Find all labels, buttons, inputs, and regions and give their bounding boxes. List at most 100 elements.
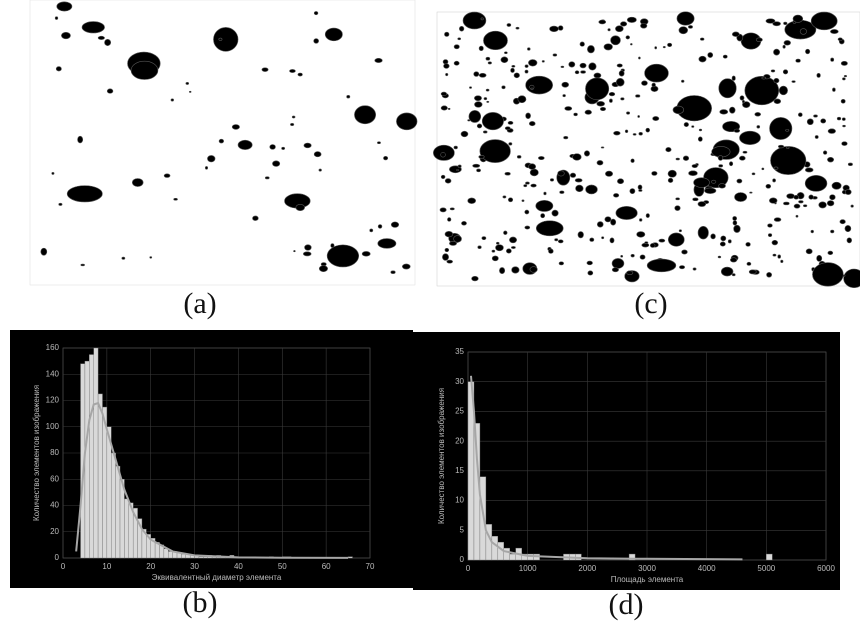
blob — [783, 201, 790, 206]
blob — [170, 98, 174, 102]
blob — [717, 155, 724, 161]
blob — [501, 85, 506, 90]
blob — [472, 163, 481, 168]
blob — [618, 70, 625, 77]
blob — [625, 35, 630, 40]
blob — [471, 276, 479, 282]
blob — [840, 60, 848, 66]
blob — [676, 11, 695, 26]
blob — [149, 256, 153, 259]
blob — [810, 11, 838, 31]
y-tick-label: 0 — [55, 553, 60, 562]
histogram-bar — [509, 553, 516, 561]
blob — [636, 231, 646, 238]
blob — [478, 155, 485, 159]
blob — [252, 215, 259, 221]
blob — [586, 260, 593, 266]
blob — [318, 265, 328, 273]
blob — [777, 254, 781, 259]
blob — [81, 21, 105, 34]
blob — [524, 69, 529, 74]
blob — [620, 254, 624, 258]
blob — [691, 125, 695, 128]
y-tick-label: 140 — [46, 369, 60, 378]
histogram-bar — [628, 553, 636, 561]
blob — [517, 95, 527, 104]
blob — [767, 233, 773, 238]
blob — [504, 172, 511, 176]
blob — [615, 25, 624, 33]
blob — [584, 109, 592, 115]
blob — [829, 194, 836, 201]
blob — [483, 97, 488, 101]
blob — [361, 251, 371, 257]
blob — [761, 76, 767, 80]
blob — [792, 14, 804, 23]
blob — [291, 115, 296, 119]
blob — [511, 266, 520, 274]
blob — [173, 197, 178, 201]
y-tick-label: 160 — [46, 343, 60, 352]
blob — [826, 200, 835, 207]
blob — [599, 106, 606, 112]
blob — [104, 39, 112, 46]
blob — [770, 146, 807, 175]
y-tick-label: 5 — [460, 525, 465, 534]
x-axis-label: Эквивалентный диаметр элемента — [152, 573, 282, 582]
panel-label: (d) — [609, 588, 644, 621]
blob — [521, 199, 525, 202]
y-tick-label: 20 — [50, 527, 59, 536]
blob — [742, 99, 745, 104]
blob — [626, 111, 631, 115]
blob — [218, 37, 223, 41]
x-tick-label: 20 — [146, 562, 155, 571]
blob — [827, 157, 835, 163]
blob — [827, 128, 836, 134]
blob — [630, 43, 633, 46]
blob — [439, 207, 447, 213]
blob — [589, 237, 595, 242]
blob — [303, 142, 312, 149]
blob — [830, 29, 839, 34]
blob — [163, 173, 171, 178]
blob — [527, 47, 531, 51]
blob — [585, 77, 610, 101]
blob — [832, 87, 836, 92]
blob — [720, 266, 734, 277]
blob — [773, 98, 782, 104]
blob — [511, 246, 516, 249]
blob — [443, 63, 450, 69]
blob — [587, 270, 594, 276]
blob — [786, 146, 790, 150]
blob — [281, 146, 286, 150]
blob — [754, 112, 761, 117]
blob — [767, 223, 773, 228]
x-tick-label: 10 — [102, 562, 111, 571]
blob — [504, 51, 508, 55]
blob — [791, 80, 796, 83]
blob — [507, 120, 514, 125]
blob — [611, 258, 625, 269]
y-tick-label: 15 — [455, 466, 464, 475]
blob — [795, 58, 801, 63]
blob — [651, 82, 656, 88]
blob — [444, 247, 450, 253]
blob — [313, 38, 319, 44]
blob — [503, 230, 508, 235]
blob — [573, 112, 578, 117]
blob — [449, 241, 457, 246]
blob — [734, 192, 748, 202]
blob — [820, 118, 827, 124]
x-tick-label: 5000 — [757, 564, 775, 573]
blob — [798, 200, 804, 204]
blob — [535, 220, 564, 237]
x-tick-label: 6000 — [817, 564, 835, 573]
blob — [698, 128, 703, 132]
blob — [793, 194, 799, 200]
blob — [837, 37, 843, 42]
blob — [675, 197, 680, 201]
blob — [729, 106, 736, 114]
blob — [572, 153, 582, 161]
blob — [766, 272, 772, 278]
